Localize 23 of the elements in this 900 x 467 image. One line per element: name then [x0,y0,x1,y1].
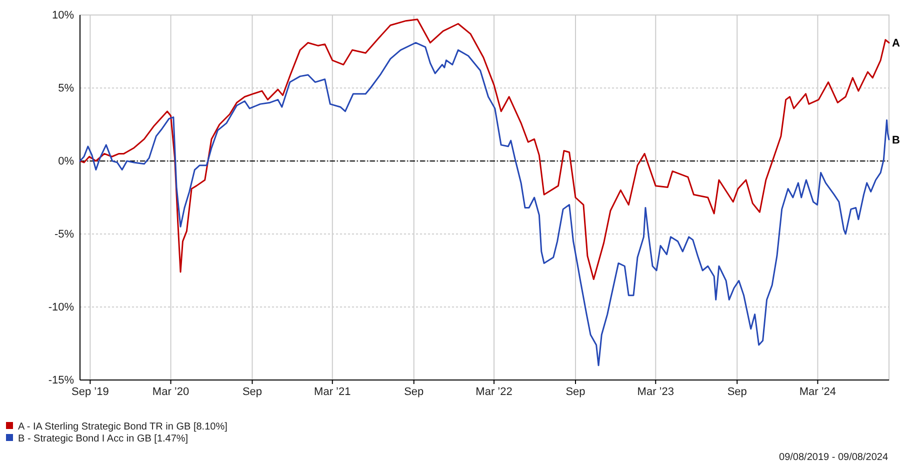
text: 09/08/2019 - 09/08/2024 [779,452,888,463]
x-tick-label: Mar ’23 [637,386,674,398]
x-tick-label: Mar ’22 [476,386,512,398]
line-series [79,18,890,280]
x-tick-label: Mar ’21 [314,386,351,398]
annotation: A [892,38,900,50]
y-tick-label: 5% [58,82,74,95]
legend-label: A - IA Sterling Strategic Bond TR in GB [8.10%] [18,422,228,432]
x-tick-label: Sep [242,386,262,398]
y-tick-label: -10% [48,302,74,314]
y-tick-label: 0% [58,156,74,168]
annotation: B [892,134,900,146]
y-tick-label: -15% [48,374,74,387]
y-tick-label: 10% [52,10,74,22]
y-tick-label: -5% [54,228,74,241]
line-series [79,42,890,366]
x-tick-label: Mar ’24 [799,386,836,398]
x-tick-label: Sep [566,386,586,398]
legend-label: B - Strategic Bond I Acc in GB [1.47%] [18,434,188,444]
x-tick-label: Sep ’19 [72,386,109,398]
x-tick-label: Sep [727,386,747,398]
x-tick-label: Mar ’20 [152,386,190,398]
x-tick-label: Sep [404,386,424,398]
